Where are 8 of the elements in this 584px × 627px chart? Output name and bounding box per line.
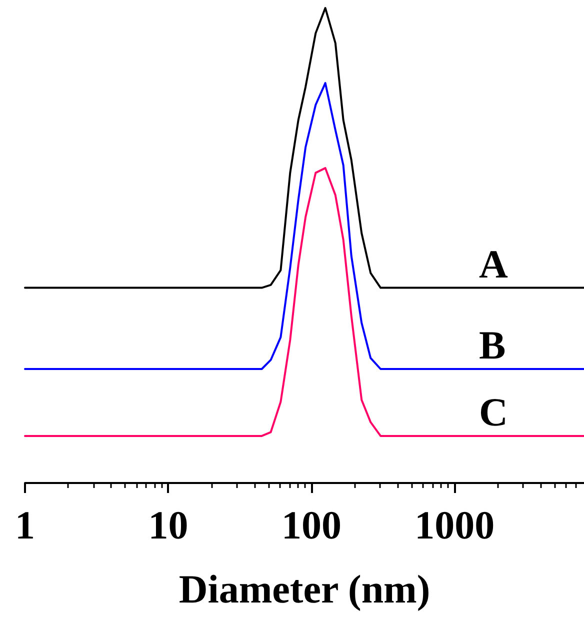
x-axis-title: Diameter (nm) <box>178 566 430 612</box>
series-label: C <box>479 389 508 434</box>
series-label: A <box>479 241 508 286</box>
x-tick-label: 10 <box>148 502 188 548</box>
x-tick-label: 1 <box>15 502 35 548</box>
x-tick-label: 1000 <box>414 502 495 548</box>
x-tick-label: 100 <box>281 502 342 548</box>
series-label: B <box>479 322 506 368</box>
